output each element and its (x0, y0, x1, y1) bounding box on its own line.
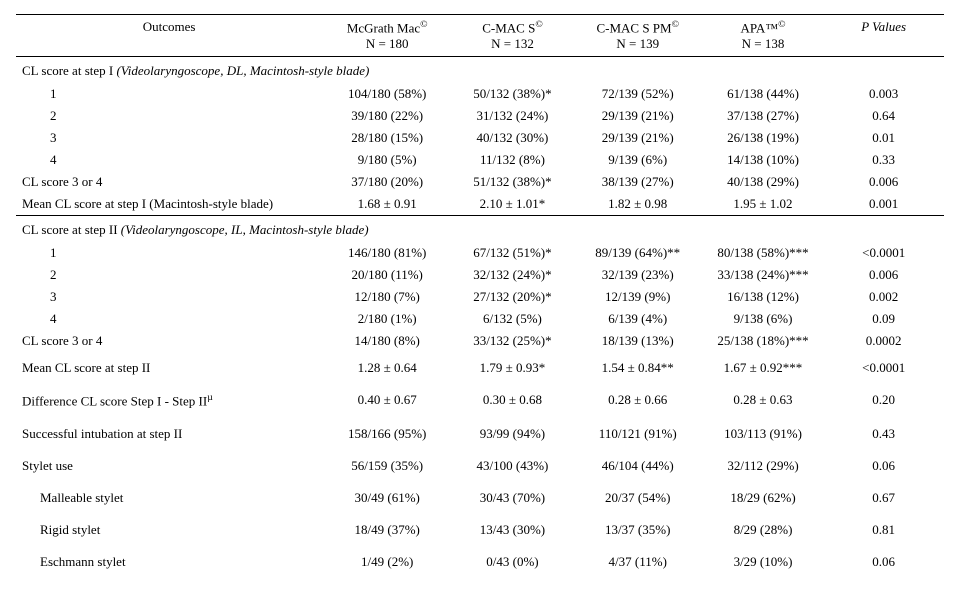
step1-row-3or4: CL score 3 or 437/180 (20%)51/132 (38%)*… (16, 171, 944, 193)
stylet-eschmann-row: Eschmann stylet1/49 (2%)0/43 (0%)4/37 (1… (16, 546, 944, 578)
step2-row-mean: Mean CL score at step II1.28 ± 0.641.79 … (16, 352, 944, 384)
stylet-rigid-row: Rigid stylet18/49 (37%)13/43 (30%)13/37 … (16, 514, 944, 546)
step2-header: CL score at step II (Videolaryngoscope, … (16, 216, 944, 243)
col-apa: APA™©N = 138 (703, 15, 824, 57)
stylet-use-row: Stylet use56/159 (35%)43/100 (43%)46/104… (16, 450, 944, 482)
col-mcgrath: McGrath Mac©N = 180 (322, 15, 452, 57)
col-cmacspm: C-MAC S PM©N = 139 (573, 15, 703, 57)
step1-row-4: 49/180 (5%)11/132 (8%)9/139 (6%)14/138 (… (16, 149, 944, 171)
step2-row-1: 1146/180 (81%)67/132 (51%)*89/139 (64%)*… (16, 242, 944, 264)
results-table: Outcomes McGrath Mac©N = 180 C-MAC S©N =… (16, 14, 944, 578)
step2-row-4: 42/180 (1%)6/132 (5%)6/139 (4%)9/138 (6%… (16, 308, 944, 330)
col-cmacs: C-MAC S©N = 132 (452, 15, 573, 57)
step2-row-3or4: CL score 3 or 414/180 (8%)33/132 (25%)*1… (16, 330, 944, 352)
step1-row-mean: Mean CL score at step I (Macintosh-style… (16, 193, 944, 216)
stylet-malleable-row: Malleable stylet30/49 (61%)30/43 (70%)20… (16, 482, 944, 514)
step1-header: CL score at step I (Videolaryngoscope, D… (16, 57, 944, 84)
step2-row-3: 312/180 (7%)27/132 (20%)*12/139 (9%)16/1… (16, 286, 944, 308)
step1-row-3: 328/180 (15%)40/132 (30%)29/139 (21%)26/… (16, 127, 944, 149)
col-pvalues: P Values (823, 15, 944, 57)
col-outcomes: Outcomes (16, 15, 322, 57)
step1-row-1: 1104/180 (58%)50/132 (38%)*72/139 (52%)6… (16, 83, 944, 105)
step2-row-2: 220/180 (11%)32/132 (24%)*32/139 (23%)33… (16, 264, 944, 286)
diff-row: Difference CL score Step I - Step IIµ0.4… (16, 384, 944, 417)
successful-intubation-row: Successful intubation at step II158/166 … (16, 418, 944, 450)
step1-row-2: 239/180 (22%)31/132 (24%)29/139 (21%)37/… (16, 105, 944, 127)
header-row: Outcomes McGrath Mac©N = 180 C-MAC S©N =… (16, 15, 944, 57)
